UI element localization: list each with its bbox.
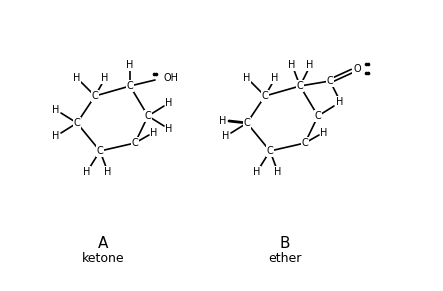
Text: H: H	[52, 131, 60, 141]
Text: H: H	[52, 105, 60, 115]
Text: H: H	[101, 73, 109, 83]
Text: H: H	[335, 98, 343, 108]
Text: H: H	[73, 73, 81, 83]
Text: H: H	[219, 116, 227, 126]
Text: H: H	[320, 128, 328, 138]
Text: H: H	[271, 73, 279, 83]
Text: H: H	[165, 124, 173, 134]
Text: O: O	[353, 64, 361, 74]
Text: C: C	[262, 91, 268, 101]
Text: C: C	[144, 111, 152, 121]
Text: H: H	[165, 98, 173, 108]
Text: C: C	[127, 81, 133, 91]
Text: C: C	[244, 118, 250, 128]
Text: OH: OH	[164, 73, 179, 83]
Text: H: H	[274, 167, 282, 177]
Text: C: C	[74, 118, 80, 128]
Text: H: H	[150, 128, 158, 138]
Text: C: C	[97, 146, 103, 156]
Text: A: A	[98, 235, 108, 251]
Text: C: C	[267, 146, 273, 156]
Text: C: C	[326, 76, 334, 86]
Text: H: H	[243, 73, 251, 83]
Text: C: C	[315, 111, 321, 121]
Text: H: H	[253, 167, 260, 177]
Text: ether: ether	[268, 253, 302, 265]
Text: H: H	[222, 131, 229, 141]
Text: C: C	[297, 81, 303, 91]
Text: H: H	[336, 97, 344, 107]
Text: H: H	[83, 167, 91, 177]
Text: H: H	[306, 60, 314, 70]
Text: H: H	[126, 60, 134, 70]
Text: H: H	[288, 60, 295, 70]
Text: C: C	[302, 138, 308, 148]
Text: C: C	[132, 138, 138, 148]
Text: ketone: ketone	[82, 253, 124, 265]
Text: B: B	[280, 235, 290, 251]
Text: H: H	[104, 167, 112, 177]
Text: C: C	[92, 91, 98, 101]
